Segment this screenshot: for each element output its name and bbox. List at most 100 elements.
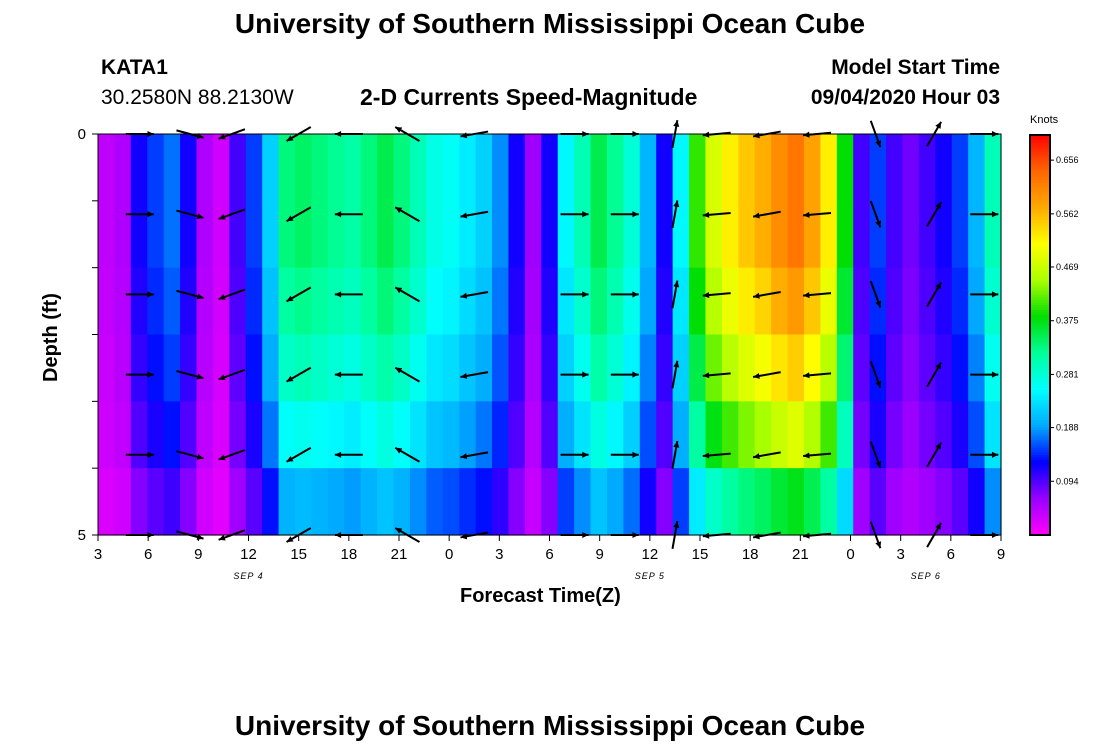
station-coordinates: 30.2580N 88.2130W [101, 86, 294, 109]
colorbar-segment [1030, 482, 1050, 486]
heatmap-cell [541, 401, 559, 469]
colorbar-tick-label: 0.188 [1056, 423, 1079, 433]
heatmap-cell [475, 401, 493, 469]
heatmap-cell [147, 468, 165, 536]
heatmap-cell [557, 134, 575, 202]
current-vector-arrow [803, 372, 832, 379]
current-vector-arrow [218, 208, 246, 220]
heatmap-cell [918, 334, 936, 402]
heatmap-cell [524, 200, 542, 269]
heatmap-cell [245, 468, 263, 536]
heatmap-cell [721, 468, 739, 536]
heatmap-cell [820, 134, 838, 202]
colorbar-segment [1030, 267, 1050, 271]
heatmap-cell [623, 401, 641, 469]
heatmap-cell [803, 468, 821, 536]
heatmap-cell [442, 468, 460, 536]
heatmap-cell [508, 401, 526, 469]
colorbar-tick-label: 0.656 [1056, 155, 1079, 165]
heatmap-cell [639, 401, 657, 469]
y-tick-label: 5 [78, 527, 86, 544]
heatmap-cell [130, 134, 148, 202]
current-vector-arrow [671, 360, 680, 389]
heatmap-cell [886, 134, 904, 202]
heatmap-cell [114, 267, 132, 336]
current-vector-arrow [610, 371, 639, 378]
heatmap-cell [459, 401, 477, 469]
heatmap-cell [180, 134, 198, 202]
current-vector-arrow [460, 290, 489, 299]
current-vector-arrow [803, 211, 832, 218]
colorbar-segment [1030, 235, 1050, 239]
heatmap-cell [787, 134, 805, 202]
colorbar-segment [1030, 415, 1050, 419]
colorbar-segment [1030, 517, 1050, 521]
heatmap-cell [968, 334, 986, 402]
heatmap-cell [754, 134, 772, 202]
colorbar-segment [1030, 150, 1050, 154]
heatmap-cell [114, 401, 132, 469]
heatmap-cell [639, 468, 657, 536]
heatmap-cell [984, 200, 1002, 269]
colorbar-segment [1030, 205, 1050, 209]
colorbar-segment [1030, 460, 1050, 464]
heatmap-cell [295, 334, 313, 402]
colorbar-segment [1030, 230, 1050, 234]
colorbar-segment [1030, 192, 1050, 196]
heatmap-cell [295, 468, 313, 536]
current-vector-arrow [970, 371, 999, 378]
colorbar-segment [1030, 422, 1050, 426]
heatmap-cell [393, 200, 411, 269]
heatmap-cell [935, 200, 953, 269]
current-vector-arrow [176, 370, 204, 380]
heatmap-cell [623, 200, 641, 269]
heatmap-cell [360, 134, 378, 202]
colorbar-segment [1030, 200, 1050, 204]
colorbar-segment [1030, 367, 1050, 371]
heatmap-cell [377, 267, 395, 336]
heatmap-cell [541, 267, 559, 336]
colorbar-segment [1030, 285, 1050, 289]
heatmap-cell [803, 334, 821, 402]
heatmap-cell [393, 468, 411, 536]
colorbar-segment [1030, 162, 1050, 166]
colorbar-segment [1030, 212, 1050, 216]
colorbar-segment [1030, 347, 1050, 351]
current-vector-arrow [752, 451, 781, 460]
heatmap-cell [196, 468, 214, 536]
current-vector-arrow [970, 451, 999, 458]
heatmap-cell [689, 200, 707, 269]
colorbar-segment [1030, 350, 1050, 354]
heatmap-cell [130, 267, 148, 336]
heatmap-cell [541, 468, 559, 536]
heatmap-cell [656, 334, 674, 402]
heatmap-cell [278, 200, 296, 269]
heatmap-cell [229, 134, 247, 202]
heatmap-cell [524, 468, 542, 536]
heatmap-cell [130, 200, 148, 269]
colorbar-segment [1030, 182, 1050, 186]
colorbar-segment [1030, 337, 1050, 341]
heatmap-cell [918, 134, 936, 202]
heatmap-cell [98, 134, 116, 202]
colorbar-segment [1030, 442, 1050, 446]
heatmap-cell [590, 334, 608, 402]
colorbar-segment [1030, 325, 1050, 329]
current-vector-arrow [560, 451, 589, 458]
colorbar-segment [1030, 377, 1050, 381]
heatmap-cell [574, 401, 592, 469]
heatmap-cell [459, 468, 477, 536]
heatmap-cell [656, 401, 674, 469]
heatmap-cell [869, 401, 887, 469]
heatmap-cell [98, 267, 116, 336]
colorbar-segment [1030, 210, 1050, 214]
heatmap-cell [853, 267, 871, 336]
colorbar-segment [1030, 360, 1050, 364]
heatmap-cell [754, 468, 772, 536]
colorbar-segment [1030, 332, 1050, 336]
heatmap-cell [951, 267, 969, 336]
current-vector-arrow [702, 372, 731, 379]
colorbar-segment [1030, 505, 1050, 509]
heatmap-cell [557, 267, 575, 336]
current-vector-arrow [334, 211, 363, 218]
